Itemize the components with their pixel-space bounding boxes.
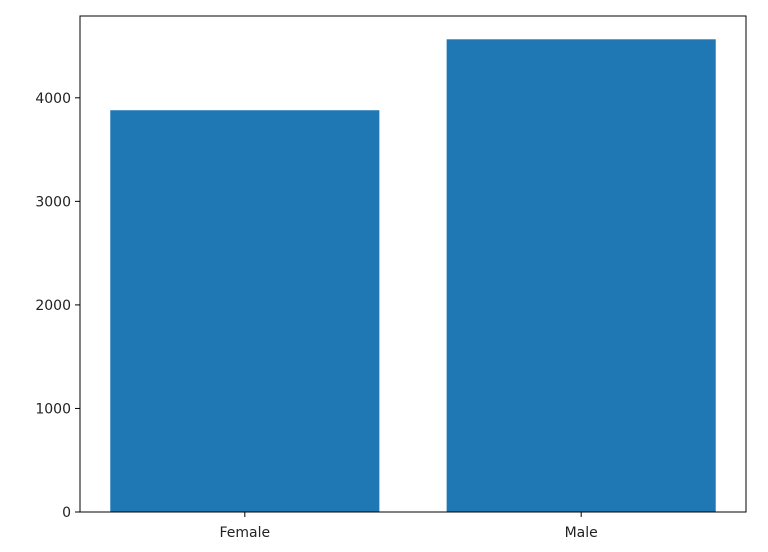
x-tick-label: Male — [565, 525, 598, 541]
axes-frame — [79, 15, 747, 513]
bar-female — [110, 110, 380, 512]
y-axis: 0 1000 2000 3000 4000 — [35, 91, 80, 521]
y-tick-label: 3000 — [35, 194, 71, 210]
bars — [110, 39, 716, 513]
y-tick-label: 2000 — [35, 298, 71, 314]
y-tick-label: 1000 — [35, 401, 71, 417]
bar-male — [446, 39, 716, 513]
x-tick-label: Female — [220, 525, 271, 541]
y-tick-label: 0 — [62, 505, 71, 521]
x-axis: Female Male — [220, 512, 598, 541]
y-tick-label: 4000 — [35, 91, 71, 107]
